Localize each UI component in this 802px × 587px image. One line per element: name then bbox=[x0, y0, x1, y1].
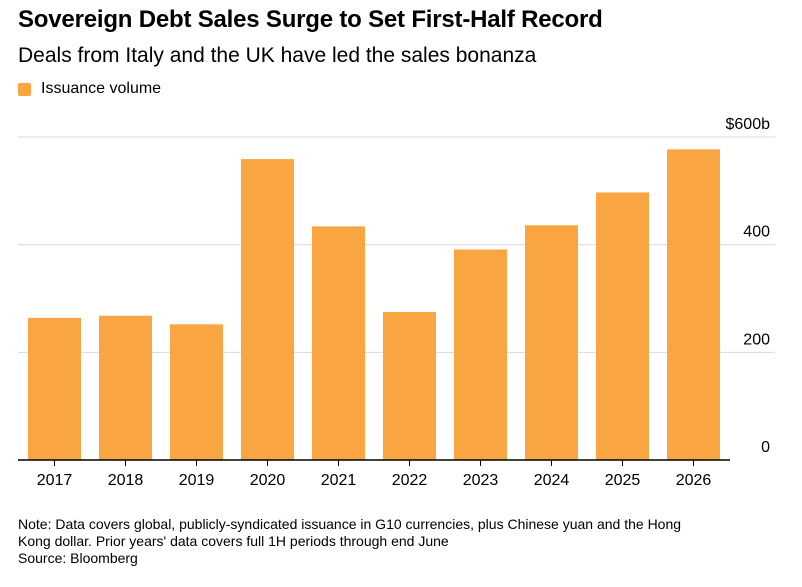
y-tick-label: 200 bbox=[743, 331, 770, 348]
legend: Issuance volume bbox=[18, 80, 161, 98]
bar-2021 bbox=[312, 226, 365, 460]
bar-chart: 2017 2018 2019 2020 2021 2022 2023 2024 2025 2026… bbox=[18, 116, 775, 489]
x-tick-label: 2017 bbox=[37, 472, 73, 489]
chart-subtitle: Deals from Italy and the UK have led the… bbox=[18, 44, 537, 67]
x-tick-label: 2020 bbox=[250, 472, 286, 489]
legend-swatch bbox=[18, 82, 31, 96]
source-text: Source: Bloomberg bbox=[18, 550, 138, 566]
bars bbox=[28, 149, 720, 461]
bar-2024 bbox=[525, 225, 578, 460]
bar-2025 bbox=[596, 192, 649, 460]
footnote: Note: Data covers global, publicly-syndi… bbox=[18, 516, 788, 567]
bar-2023 bbox=[454, 249, 507, 460]
x-tick-label: 2026 bbox=[676, 472, 712, 489]
bar-2018 bbox=[99, 315, 152, 460]
chart-title: Sovereign Debt Sales Surge to Set First-… bbox=[18, 6, 603, 33]
x-tick-label: 2019 bbox=[179, 472, 215, 489]
x-tick-label: 2024 bbox=[534, 472, 570, 489]
bar-2026 bbox=[667, 149, 720, 461]
note-text-line-1: Note: Data covers global, publicly-syndi… bbox=[18, 516, 682, 532]
y-tick-label: 0 bbox=[761, 439, 770, 456]
legend-label: Issuance volume bbox=[41, 80, 162, 97]
x-tick-label: 2021 bbox=[321, 472, 357, 489]
bar-2017 bbox=[28, 317, 81, 460]
bar-2022 bbox=[383, 311, 436, 460]
y-axis-labels: 0 200 400 $600b bbox=[726, 116, 771, 456]
y-tick-label: $600b bbox=[726, 116, 771, 133]
x-tick-label: 2025 bbox=[605, 472, 641, 489]
y-tick-label: 400 bbox=[743, 224, 770, 241]
bar-2019 bbox=[170, 324, 223, 460]
x-axis: 2017 2018 2019 2020 2021 2022 2023 2024 2025 2026 bbox=[18, 459, 730, 489]
x-tick-label: 2022 bbox=[392, 472, 428, 489]
x-tick-label: 2018 bbox=[108, 472, 144, 489]
bar-2020 bbox=[241, 159, 294, 461]
note-text-line-2: Kong dollar. Prior years' data covers fu… bbox=[18, 533, 449, 549]
x-tick-label: 2023 bbox=[463, 472, 499, 489]
